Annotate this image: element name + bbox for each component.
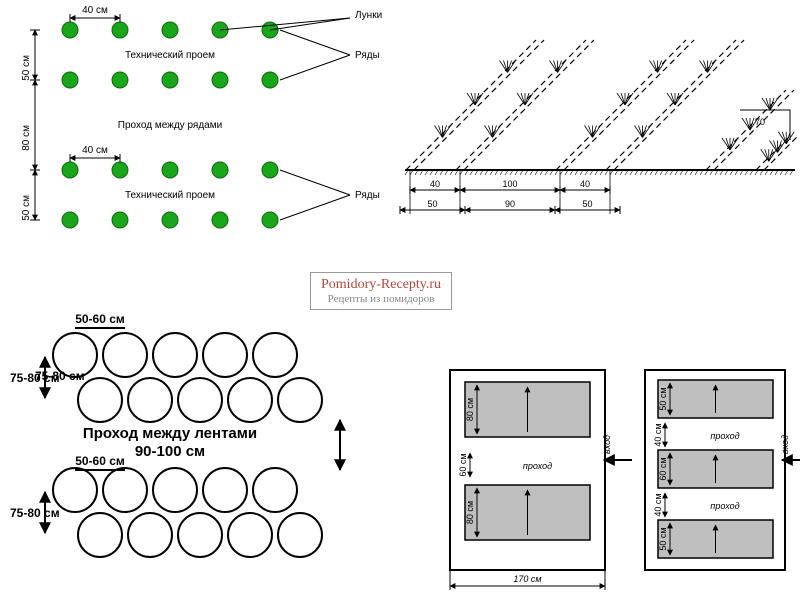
- svg-text:вход: вход: [780, 435, 790, 454]
- planting-hole-dot: [162, 22, 178, 38]
- plant-circle: [128, 513, 172, 557]
- plant-circle: [278, 513, 322, 557]
- plant-icon: [762, 98, 778, 110]
- svg-text:40: 40: [430, 179, 440, 189]
- plant-circle: [228, 378, 272, 422]
- plant-circle: [253, 333, 297, 377]
- svg-text:50: 50: [427, 199, 437, 209]
- svg-text:50: 50: [582, 199, 592, 209]
- planting-hole-dot: [162, 162, 178, 178]
- svg-text:100: 100: [502, 179, 517, 189]
- planting-hole-dot: [212, 212, 228, 228]
- svg-text:50 см: 50 см: [658, 387, 668, 410]
- planting-hole-dot: [62, 72, 78, 88]
- svg-text:75-80 см: 75-80 см: [10, 371, 60, 385]
- planting-hole-dot: [162, 212, 178, 228]
- svg-text:60 см: 60 см: [658, 457, 668, 480]
- plant-circle: [53, 468, 97, 512]
- plant-circle: [103, 468, 147, 512]
- svg-text:90: 90: [505, 199, 515, 209]
- svg-text:40 см: 40 см: [82, 5, 108, 16]
- plant-circle: [203, 333, 247, 377]
- svg-text:Лунки: Лунки: [355, 10, 382, 21]
- planting-hole-dot: [162, 72, 178, 88]
- plant-circle: [153, 333, 197, 377]
- planting-hole-dot: [112, 162, 128, 178]
- svg-text:80 см: 80 см: [21, 125, 32, 151]
- plant-icon: [635, 126, 651, 138]
- svg-text:60 см: 60 см: [458, 453, 468, 476]
- planting-hole-dot: [112, 72, 128, 88]
- svg-text:40: 40: [580, 179, 590, 189]
- svg-text:Ряды: Ряды: [355, 50, 380, 61]
- svg-text:70: 70: [755, 117, 765, 127]
- svg-text:Ряды: Ряды: [355, 190, 380, 201]
- svg-text:50 см: 50 см: [658, 527, 668, 550]
- plant-circle: [128, 378, 172, 422]
- svg-text:50 см: 50 см: [21, 55, 32, 81]
- planting-hole-dot: [262, 212, 278, 228]
- svg-text:75-80 см: 75-80 см: [10, 506, 60, 520]
- svg-text:проход: проход: [523, 461, 552, 471]
- svg-text:80 см: 80 см: [465, 398, 475, 421]
- svg-text:50-60 см: 50-60 см: [75, 312, 125, 326]
- plant-circle: [153, 468, 197, 512]
- svg-text:40 см: 40 см: [653, 423, 663, 446]
- plant-circle: [103, 333, 147, 377]
- svg-text:Технический проем: Технический проем: [125, 190, 215, 201]
- plant-circle: [178, 513, 222, 557]
- svg-text:40 см: 40 см: [653, 493, 663, 516]
- planting-hole-dot: [112, 212, 128, 228]
- plant-circle: [78, 378, 122, 422]
- planting-hole-dot: [62, 212, 78, 228]
- plant-circle: [178, 378, 222, 422]
- plant-circle: [278, 378, 322, 422]
- diagram-canvas: 40 см 40 см 50 см 80 см 50 см Технический про…: [0, 0, 800, 600]
- svg-text:Проход между лентами: Проход между лентами: [83, 425, 257, 442]
- svg-text:Технический проем: Технический проем: [125, 50, 215, 61]
- watermark-box: Pomidory-Recepty.ru Рецепты из помидоров: [310, 272, 452, 310]
- planting-hole-dot: [62, 22, 78, 38]
- plant-circle: [253, 468, 297, 512]
- svg-text:проход: проход: [710, 431, 739, 441]
- planting-hole-dot: [212, 72, 228, 88]
- plant-icon: [585, 126, 601, 138]
- svg-text:Проход между рядами: Проход между рядами: [118, 120, 222, 131]
- svg-text:90-100 см: 90-100 см: [135, 443, 205, 460]
- watermark-sub: Рецепты из помидоров: [321, 293, 441, 305]
- planting-hole-dot: [262, 162, 278, 178]
- planting-hole-dot: [62, 162, 78, 178]
- watermark-title: Pomidory-Recepty.ru: [321, 277, 441, 293]
- svg-text:50-60 см: 50-60 см: [75, 454, 125, 468]
- svg-text:40 см: 40 см: [82, 145, 108, 156]
- plant-circle: [203, 468, 247, 512]
- plant-circle: [78, 513, 122, 557]
- planting-hole-dot: [262, 72, 278, 88]
- plant-icon: [435, 126, 451, 138]
- svg-text:170 см: 170 см: [513, 574, 541, 584]
- svg-text:вход: вход: [602, 435, 612, 454]
- plant-icon: [485, 126, 501, 138]
- plant-circle: [228, 513, 272, 557]
- svg-text:проход: проход: [710, 501, 739, 511]
- planting-hole-dot: [112, 22, 128, 38]
- svg-text:80 см: 80 см: [465, 501, 475, 524]
- planting-hole-dot: [212, 162, 228, 178]
- svg-text:50 см: 50 см: [21, 195, 32, 221]
